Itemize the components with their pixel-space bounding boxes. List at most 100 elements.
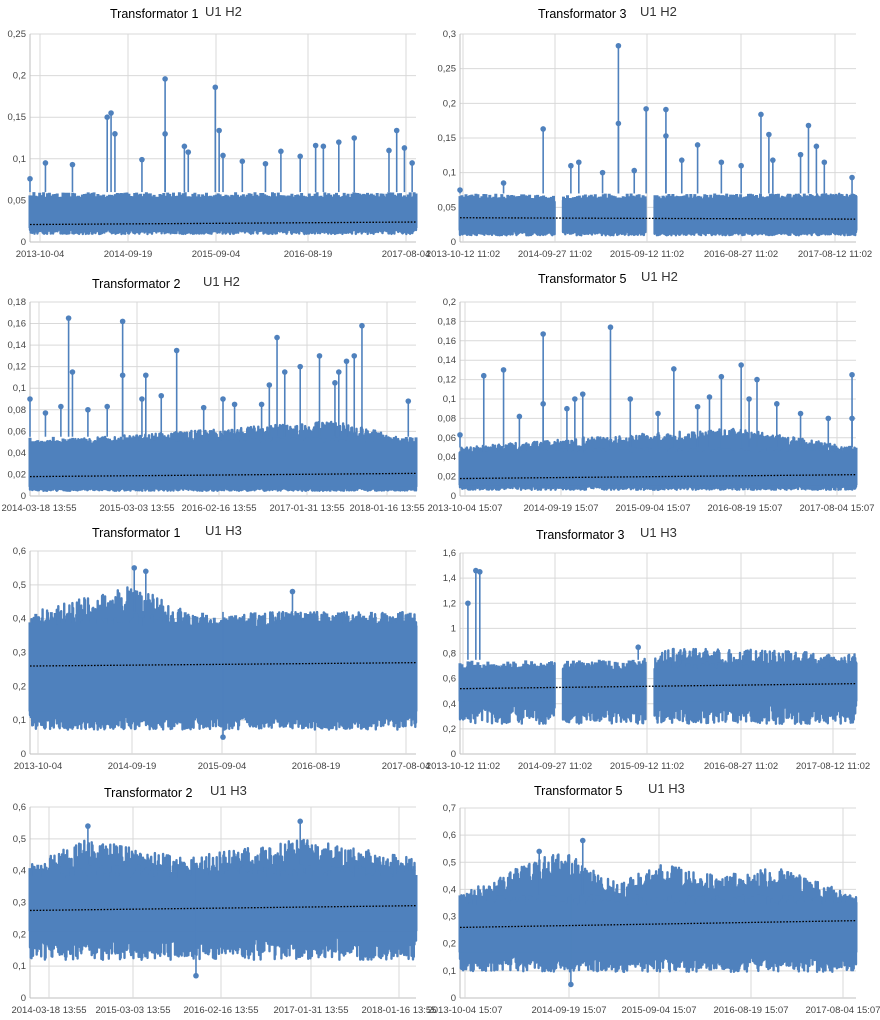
chart-title: Transformator 5 [538, 272, 627, 286]
data-point [738, 162, 744, 169]
y-tick-label: 0,02 [438, 472, 457, 483]
data-point [457, 432, 463, 438]
y-tick-label: 0,1 [443, 394, 456, 405]
x-tick-label: 2016-08-19 [284, 249, 333, 260]
trendline [459, 217, 857, 220]
y-tick-label: 0,4 [13, 866, 26, 877]
data-point [297, 153, 304, 160]
data-point [42, 160, 49, 166]
y-tick-label: 0,5 [443, 857, 456, 868]
data-point [143, 568, 149, 575]
y-tick-label: 0,14 [8, 340, 27, 351]
y-tick-label: 0,6 [443, 830, 456, 841]
y-tick-label: 0 [451, 993, 456, 1004]
y-tick-label: 0,06 [438, 433, 457, 444]
data-point [825, 415, 832, 422]
y-tick-label: 0,3 [13, 898, 26, 909]
y-tick-label: 0 [451, 749, 456, 760]
chart-subtitle: U1 H2 [641, 269, 678, 284]
data-point [849, 371, 855, 378]
data-point [143, 372, 149, 379]
data-point [193, 972, 199, 979]
data-point [821, 159, 828, 166]
data-point [663, 106, 669, 113]
data-point [536, 848, 542, 855]
data-band-core [458, 193, 858, 231]
data-point [774, 401, 780, 407]
data-point [579, 837, 586, 844]
y-tick-label: 0,18 [8, 297, 27, 308]
y-tick-label: 0,04 [8, 448, 27, 459]
y-tick-label: 0,6 [13, 546, 26, 557]
chart-subtitle: U1 H3 [210, 783, 247, 798]
data-point [104, 403, 110, 410]
data-point [401, 145, 408, 151]
x-tick-label: 2017-08-04 15:07 [805, 1005, 880, 1016]
data-point [754, 376, 760, 383]
data-point [386, 147, 392, 154]
data-point [336, 139, 342, 145]
x-tick-label: 2015-09-04 [192, 249, 241, 260]
data-point [220, 396, 226, 402]
y-tick-label: 0,08 [438, 413, 457, 424]
data-point [564, 405, 570, 412]
x-tick-label: 2015-03-03 13:55 [95, 1005, 170, 1016]
x-tick-label: 2014-03-18 13:55 [11, 1005, 86, 1016]
y-tick-label: 0,1 [443, 966, 456, 977]
y-tick-label: 0,18 [438, 316, 457, 327]
chart-panel: 0 0,1 0,2 0,3 0,4 0,5 0,6 0,7 2013-10-04 15:07 20… [427, 781, 880, 1016]
chart-title: Transformator 3 [538, 7, 627, 21]
data-point [540, 331, 546, 337]
data-point [607, 324, 614, 331]
data-point [258, 401, 265, 408]
data-point [336, 369, 342, 375]
data-point [797, 410, 804, 417]
x-tick-label: 2014-09-19 [104, 249, 153, 260]
data-point [500, 180, 507, 186]
x-tick-label: 2014-09-27 11:02 [518, 249, 592, 260]
data-point [758, 111, 764, 118]
data-point [770, 157, 776, 163]
data-point [615, 42, 622, 49]
data-point [615, 120, 622, 127]
data-point [266, 382, 273, 388]
y-tick-label: 0,15 [8, 112, 27, 123]
chart-subtitle: U1 H3 [648, 781, 685, 796]
x-tick-label: 2018-01-16 13:55 [349, 503, 424, 514]
x-tick-label: 2017-08-04 [382, 249, 431, 260]
y-tick-label: 0 [451, 491, 456, 502]
data-point [162, 131, 168, 137]
data-point [766, 131, 772, 138]
data-point [599, 169, 606, 176]
y-tick-label: 0 [21, 749, 26, 760]
chart-panel: 0 0,2 0,4 0,6 0,8 1 1,2 1,4 1,6 2013-10-12 11:02 2… [426, 525, 870, 772]
x-tick-label: 2016-08-27 11:02 [704, 761, 778, 772]
y-tick-label: 0,2 [13, 71, 26, 82]
data-point [405, 398, 412, 404]
data-point [576, 159, 582, 166]
data-point [320, 143, 327, 150]
chart-title: Transformator 2 [104, 786, 193, 800]
data-point [849, 415, 855, 422]
y-tick-label: 0 [21, 491, 26, 502]
y-tick-label: 1 [451, 623, 456, 634]
data-point [69, 161, 76, 168]
trendline [29, 905, 417, 912]
data-point [480, 372, 487, 379]
data-band-core [28, 192, 418, 228]
data-point [465, 600, 471, 607]
y-tick-label: 1,2 [443, 598, 456, 609]
x-tick-label: 2016-08-27 11:02 [704, 249, 778, 260]
data-point [738, 362, 744, 368]
data-point [27, 396, 33, 402]
data-point [220, 152, 226, 159]
data-point [849, 174, 855, 181]
y-tick-label: 0,12 [438, 375, 457, 386]
y-tick-label: 0,25 [438, 64, 457, 75]
data-point [516, 413, 523, 420]
data-point [351, 353, 358, 359]
x-tick-label: 2016-08-19 15:07 [707, 503, 782, 514]
y-tick-label: 0,6 [443, 674, 456, 685]
y-tick-label: 0,4 [443, 884, 456, 895]
